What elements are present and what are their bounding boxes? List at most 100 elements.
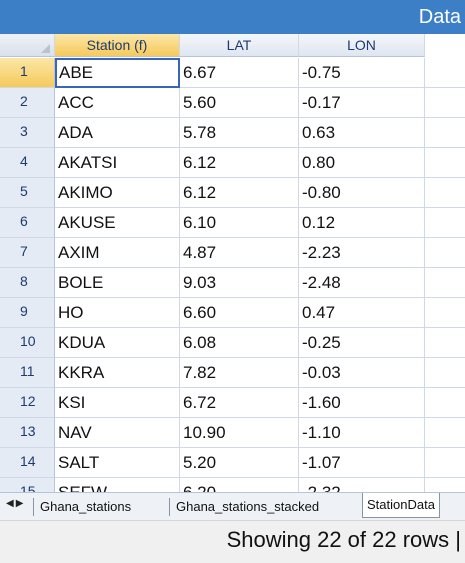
row-number[interactable]: 4 [0,148,55,178]
row-number[interactable]: 14 [0,448,55,478]
cell-lat[interactable]: 6.12 [180,148,299,178]
column-header-lat[interactable]: LAT [180,34,299,57]
cell-station[interactable]: HO [55,298,180,328]
cell-lon[interactable]: 0.47 [299,298,425,328]
row-number[interactable]: 3 [0,118,55,148]
cell-lat[interactable]: 6.12 [180,178,299,208]
cell-station[interactable]: ACC [55,88,180,118]
row-number[interactable]: 12 [0,388,55,418]
tab-ghana-stations-stacked[interactable]: Ghana_stations_stacked [176,499,320,514]
cell-lat[interactable]: 5.20 [180,448,299,478]
row-number[interactable]: 7 [0,238,55,268]
table-row: 7 AXIM 4.87 -2.23 [0,238,465,268]
cell-lon[interactable]: -0.75 [299,58,425,88]
cell-lon[interactable]: -1.07 [299,448,425,478]
cell-empty [425,298,465,328]
cell-lat[interactable]: 9.03 [180,268,299,298]
cell-lon[interactable]: -0.17 [299,88,425,118]
cell-empty [425,268,465,298]
cell-lon[interactable]: -1.60 [299,388,425,418]
table-row: 8 BOLE 9.03 -2.48 [0,268,465,298]
row-number[interactable]: 8 [0,268,55,298]
cell-empty [425,328,465,358]
cell-station[interactable]: AKIMO [55,178,180,208]
cell-station[interactable]: KKRA [55,358,180,388]
cell-empty [425,388,465,418]
cell-station[interactable]: AKATSI [55,148,180,178]
column-header-station[interactable]: Station (f) [55,34,180,57]
row-number[interactable]: 11 [0,358,55,388]
row-number[interactable]: 15 [0,478,55,492]
cell-lat[interactable]: 4.87 [180,238,299,268]
column-header-lon[interactable]: LON [299,34,425,57]
cell-lat[interactable]: 6.20 [180,478,299,492]
cell-station[interactable]: NAV [55,418,180,448]
cell-lon[interactable]: 0.80 [299,148,425,178]
cell-lat[interactable]: 6.08 [180,328,299,358]
tab-station-data[interactable]: StationData [362,493,440,518]
cell-empty [425,238,465,268]
cell-station[interactable]: KSI [55,388,180,418]
cell-lon[interactable]: -0.03 [299,358,425,388]
row-number[interactable]: 1 [0,58,55,88]
table-row: 1 ABE 6.67 -0.75 [0,58,465,88]
row-number[interactable]: 2 [0,88,55,118]
cell-empty [425,118,465,148]
tab-separator [33,498,34,516]
cell-lon[interactable]: -2.32 [299,478,425,492]
window-title: Data [418,6,461,28]
row-count-status: Showing 22 of 22 rows | [226,527,461,552]
cell-lon[interactable]: 0.63 [299,118,425,148]
cell-station[interactable]: KDUA [55,328,180,358]
cell-lon[interactable]: -2.23 [299,238,425,268]
cell-station[interactable]: AKUSE [55,208,180,238]
row-number[interactable]: 9 [0,298,55,328]
cell-lat[interactable]: 5.78 [180,118,299,148]
tab-scroll-arrows-icon[interactable]: ◀▶ [6,498,26,509]
cell-lon[interactable]: -0.25 [299,328,425,358]
window-title-bar: Data [0,0,465,34]
cell-station[interactable]: AXIM [55,238,180,268]
column-header-empty [425,34,465,57]
cell-lon[interactable]: 0.12 [299,208,425,238]
row-number[interactable]: 5 [0,178,55,208]
table-row: 15SEFW6.20-2.32 [0,478,465,492]
table-row: 4 AKATSI 6.12 0.80 [0,148,465,178]
table-row: 13 NAV 10.90 -1.10 [0,418,465,448]
cell-lon[interactable]: -0.80 [299,178,425,208]
data-grid[interactable]: Station (f) LAT LON 1 ABE 6.67 -0.75 2 ACC 5.6… [0,34,465,492]
sheet-tab-bar: ◀▶ Ghana_stations Ghana_stations_stacked… [0,492,465,521]
cell-lat[interactable]: 10.90 [180,418,299,448]
cell-station[interactable]: ADA [55,118,180,148]
cell-lat[interactable]: 6.10 [180,208,299,238]
cell-lat[interactable]: 6.60 [180,298,299,328]
cell-lat[interactable]: 7.82 [180,358,299,388]
select-all-corner[interactable] [0,34,55,57]
row-number[interactable]: 10 [0,328,55,358]
table-row: 9 HO 6.60 0.47 [0,298,465,328]
cell-lat[interactable]: 6.67 [180,58,299,88]
cell-empty [425,58,465,88]
cell-empty [425,148,465,178]
tab-separator [169,498,170,516]
cell-lat[interactable]: 5.60 [180,88,299,118]
cell-empty [425,448,465,478]
cell-lon[interactable]: -1.10 [299,418,425,448]
cell-empty [425,478,465,492]
table-row: 2 ACC 5.60 -0.17 [0,88,465,118]
cell-station[interactable]: SEFW [55,478,180,492]
table-row: 10 KDUA 6.08 -0.25 [0,328,465,358]
cell-station[interactable]: SALT [55,448,180,478]
cell-lat[interactable]: 6.72 [180,388,299,418]
table-row: 12 KSI 6.72 -1.60 [0,388,465,418]
row-number[interactable]: 13 [0,418,55,448]
row-number[interactable]: 6 [0,208,55,238]
cell-station[interactable]: BOLE [55,268,180,298]
table-row: 3 ADA 5.78 0.63 [0,118,465,148]
table-row: 6 AKUSE 6.10 0.12 [0,208,465,238]
cell-lon[interactable]: -2.48 [299,268,425,298]
table-row: 11 KKRA 7.82 -0.03 [0,358,465,388]
tab-ghana-stations[interactable]: Ghana_stations [40,499,132,514]
cell-empty [425,88,465,118]
cell-station[interactable]: ABE [55,58,180,88]
